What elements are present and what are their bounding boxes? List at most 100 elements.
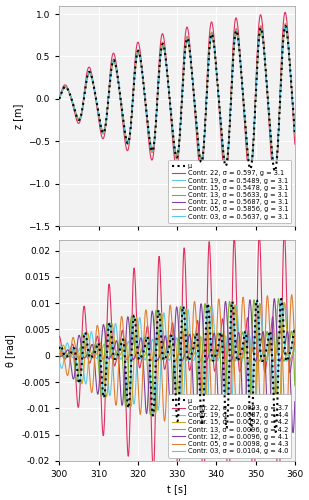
- Contr. 05, σ = 0.5856, g = 3.1: [182, 54, 186, 60]
- Contr. 05, σ = 0.0098, g = 4.3: [230, 328, 234, 334]
- μ: [274, 429, 277, 435]
- Contr. 19, σ = 0.0087, g = 4.4: [230, 407, 234, 413]
- Contr. 03, σ = 0.0104, g = 4.0: [247, 384, 251, 390]
- Contr. 22, σ = 0.597, g = 3.1: [273, 180, 277, 186]
- Contr. 05, σ = 0.0098, g = 4.3: [247, 358, 251, 364]
- Contr. 12, σ = 0.0096, g = 4.1: [293, 392, 297, 398]
- Contr. 13, σ = 0.5633, g = 3.1: [230, 80, 234, 86]
- Contr. 12, σ = 0.0096, g = 4.1: [57, 354, 61, 360]
- Contr. 13, σ = 0.5633, g = 3.1: [82, 94, 86, 100]
- Line: Contr. 22, σ = 0.597, g = 3.1: Contr. 22, σ = 0.597, g = 3.1: [59, 12, 295, 183]
- Contr. 15, σ = 0.5478, g = 3.1: [145, 110, 149, 116]
- Contr. 15, σ = 0.0092, g = 4.2: [230, 373, 234, 379]
- Line: Contr. 05, σ = 0.5856, g = 3.1: Contr. 05, σ = 0.5856, g = 3.1: [59, 24, 295, 173]
- μ: [247, 384, 251, 390]
- Contr. 15, σ = 0.5478, g = 3.1: [293, 130, 297, 136]
- Contr. 15, σ = 0.0092, g = 4.2: [293, 341, 297, 347]
- μ: [225, 162, 228, 168]
- Contr. 05, σ = 0.0098, g = 4.3: [57, 351, 61, 357]
- Contr. 03, σ = 0.5637, g = 3.1: [145, 112, 149, 118]
- Contr. 19, σ = 0.5489, g = 3.1: [182, 56, 186, 62]
- Contr. 05, σ = 0.0098, g = 4.3: [145, 312, 149, 318]
- Line: Contr. 05, σ = 0.0098, g = 4.3: Contr. 05, σ = 0.0098, g = 4.3: [59, 294, 295, 436]
- Contr. 22, σ = 0.0093, g = 3.7: [247, 324, 251, 330]
- μ: [82, 93, 86, 99]
- μ: [279, 296, 283, 302]
- Contr. 22, σ = 0.0093, g = 3.7: [282, 228, 286, 234]
- Contr. 15, σ = 0.0092, g = 4.2: [57, 358, 61, 364]
- Contr. 13, σ = 0.0096, g = 4.2: [57, 345, 61, 351]
- Contr. 13, σ = 0.5633, g = 3.1: [273, 168, 277, 173]
- X-axis label: t [s]: t [s]: [167, 484, 187, 494]
- Contr. 05, σ = 0.5856, g = 3.1: [230, 78, 234, 84]
- Contr. 22, σ = 0.0093, g = 3.7: [57, 334, 61, 340]
- Y-axis label: z [m]: z [m]: [13, 103, 23, 128]
- Contr. 19, σ = 0.5489, g = 3.1: [57, 96, 61, 102]
- Contr. 22, σ = 0.597, g = 3.1: [293, 144, 297, 150]
- Contr. 13, σ = 0.5633, g = 3.1: [247, 159, 251, 165]
- Contr. 19, σ = 0.0087, g = 4.4: [225, 342, 228, 348]
- Contr. 05, σ = 0.0098, g = 4.3: [225, 352, 228, 358]
- Contr. 22, σ = 0.597, g = 3.1: [82, 90, 86, 96]
- Contr. 05, σ = 0.5856, g = 3.1: [284, 20, 287, 26]
- μ: [145, 112, 149, 118]
- Contr. 22, σ = 0.597, g = 3.1: [247, 173, 251, 179]
- Contr. 03, σ = 0.0104, g = 4.0: [230, 300, 234, 306]
- Contr. 13, σ = 0.0096, g = 4.2: [293, 388, 297, 394]
- Line: μ: μ: [59, 299, 295, 432]
- Contr. 12, σ = 0.0096, g = 4.1: [230, 356, 234, 362]
- Contr. 15, σ = 0.0092, g = 4.2: [182, 324, 186, 330]
- μ: [57, 96, 61, 102]
- Line: Contr. 12, σ = 0.0096, g = 4.1: Contr. 12, σ = 0.0096, g = 4.1: [59, 298, 295, 432]
- Contr. 19, σ = 0.5489, g = 3.1: [82, 92, 86, 98]
- Line: Contr. 13, σ = 0.0096, g = 4.2: Contr. 13, σ = 0.0096, g = 4.2: [59, 298, 295, 432]
- Contr. 15, σ = 0.5478, g = 3.1: [57, 96, 61, 102]
- Contr. 13, σ = 0.0096, g = 4.2: [225, 366, 228, 372]
- Contr. 22, σ = 0.0093, g = 3.7: [230, 327, 234, 333]
- Contr. 19, σ = 0.0087, g = 4.4: [277, 421, 281, 427]
- Contr. 13, σ = 0.5633, g = 3.1: [57, 96, 61, 102]
- μ: [182, 311, 186, 317]
- Contr. 03, σ = 0.5637, g = 3.1: [57, 96, 61, 102]
- Contr. 13, σ = 0.0096, g = 4.2: [271, 428, 275, 434]
- Contr. 12, σ = 0.5687, g = 3.1: [145, 112, 149, 118]
- Contr. 03, σ = 0.0104, g = 4.0: [182, 311, 186, 317]
- Y-axis label: θ [rad]: θ [rad]: [6, 334, 15, 367]
- Contr. 13, σ = 0.0096, g = 4.2: [230, 327, 234, 333]
- Contr. 12, σ = 0.5687, g = 3.1: [273, 169, 277, 175]
- Contr. 22, σ = 0.597, g = 3.1: [230, 70, 234, 76]
- μ: [273, 168, 277, 174]
- Contr. 19, σ = 0.5489, g = 3.1: [145, 112, 149, 118]
- μ: [284, 23, 287, 29]
- Contr. 03, σ = 0.5637, g = 3.1: [225, 162, 228, 168]
- Contr. 19, σ = 0.0087, g = 4.4: [82, 373, 86, 379]
- Contr. 19, σ = 0.0087, g = 4.4: [283, 300, 286, 306]
- Contr. 03, σ = 0.0104, g = 4.0: [274, 429, 277, 435]
- Contr. 12, σ = 0.5687, g = 3.1: [57, 96, 61, 102]
- Contr. 05, σ = 0.0098, g = 4.3: [290, 292, 294, 298]
- Contr. 03, σ = 0.0104, g = 4.0: [57, 346, 61, 352]
- Contr. 19, σ = 0.5489, g = 3.1: [273, 165, 277, 171]
- Contr. 15, σ = 0.5478, g = 3.1: [182, 59, 186, 65]
- Contr. 05, σ = 0.5856, g = 3.1: [273, 170, 277, 176]
- Contr. 19, σ = 0.5489, g = 3.1: [230, 78, 234, 84]
- Contr. 19, σ = 0.5489, g = 3.1: [247, 158, 251, 164]
- Line: Contr. 03, σ = 0.0104, g = 4.0: Contr. 03, σ = 0.0104, g = 4.0: [59, 299, 295, 432]
- Contr. 12, σ = 0.0096, g = 4.1: [182, 352, 186, 358]
- Contr. 12, σ = 0.0096, g = 4.1: [273, 296, 276, 302]
- Contr. 22, σ = 0.0093, g = 3.7: [182, 245, 186, 251]
- Contr. 12, σ = 0.0096, g = 4.1: [291, 430, 295, 436]
- Contr. 22, σ = 0.0093, g = 3.7: [225, 440, 228, 446]
- Contr. 03, σ = 0.0104, g = 4.0: [293, 329, 297, 335]
- Contr. 22, σ = 0.597, g = 3.1: [283, 10, 287, 16]
- Contr. 12, σ = 0.0096, g = 4.1: [82, 355, 86, 361]
- Contr. 05, σ = 0.5856, g = 3.1: [247, 162, 251, 168]
- Line: Contr. 19, σ = 0.5489, g = 3.1: Contr. 19, σ = 0.5489, g = 3.1: [59, 28, 295, 168]
- Contr. 05, σ = 0.5856, g = 3.1: [82, 92, 86, 98]
- Contr. 15, σ = 0.5478, g = 3.1: [230, 82, 234, 88]
- Contr. 05, σ = 0.0098, g = 4.3: [182, 336, 186, 342]
- Line: Contr. 03, σ = 0.5637, g = 3.1: Contr. 03, σ = 0.5637, g = 3.1: [59, 26, 295, 171]
- Contr. 12, σ = 0.0096, g = 4.1: [247, 310, 251, 316]
- Contr. 12, σ = 0.5687, g = 3.1: [82, 92, 86, 98]
- Contr. 03, σ = 0.0104, g = 4.0: [145, 334, 149, 340]
